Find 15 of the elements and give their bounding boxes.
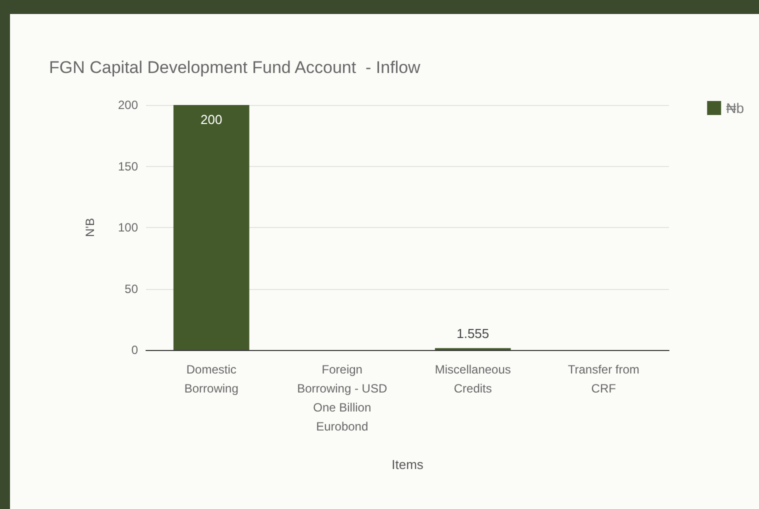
data-label: 1.555 (456, 326, 490, 342)
chart-title: FGN Capital Development Fund Account - Inflow (49, 58, 422, 77)
y-tick-label: 0 (131, 343, 138, 357)
y-tick-label: 200 (118, 98, 138, 112)
x-tick-label: Miscellaneous Credits (434, 362, 511, 396)
x-axis-title: Items (392, 457, 424, 472)
legend-label: ₦b (726, 100, 744, 116)
y-tick-label: 100 (118, 220, 138, 234)
y-tick-label: 150 (118, 159, 138, 174)
x-tick-label: Domestic Borrowing (184, 362, 238, 396)
x-tick-label: Foreign Borrowing - USD One Billion Eurobond (297, 362, 388, 434)
x-tick-label: Transfer from CRF (568, 362, 640, 396)
y-tick-label: 50 (124, 282, 138, 296)
data-label: 200 (200, 112, 222, 127)
y-axis-title: N'B (83, 218, 97, 237)
